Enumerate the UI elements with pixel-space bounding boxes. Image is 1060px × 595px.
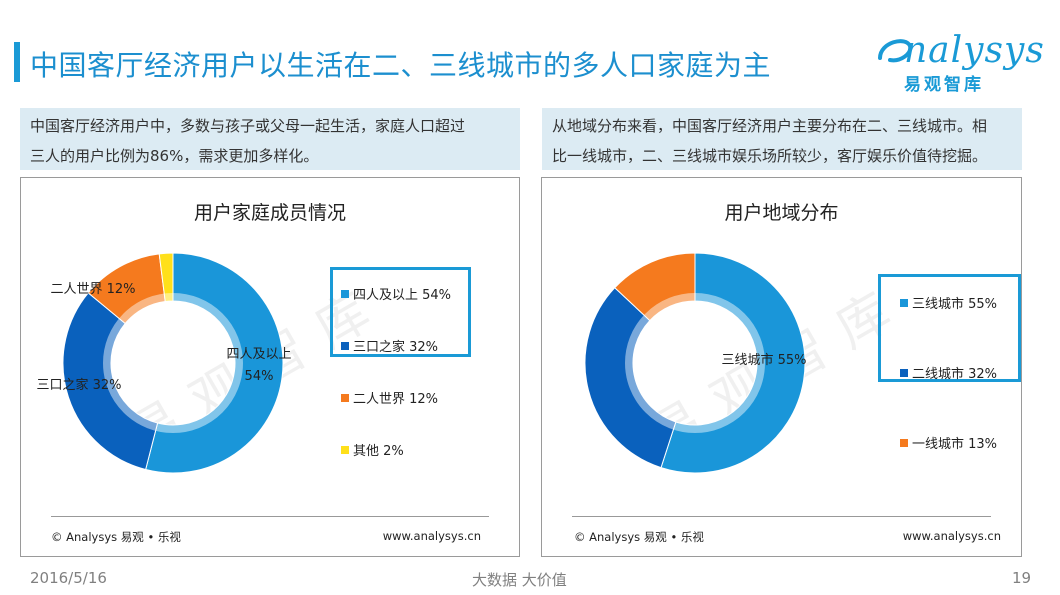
data-label-0: 四人及以上: [226, 347, 291, 362]
page-number: 19: [1012, 569, 1032, 587]
data-label-1: 三口之家 32%: [36, 377, 121, 393]
legend-item: 二人世界 12%: [341, 388, 438, 407]
analysys-logo: nalysys 易观智库: [876, 30, 1044, 95]
legend-item: 四人及以上 54%: [341, 284, 451, 303]
right-description: 从地域分布来看，中国客厅经济用户主要分布在二、三线城市。相 比一线城市，二、三线…: [542, 108, 1022, 170]
legend-item: 一线城市 13%: [900, 433, 997, 452]
family-donut-chart: 四人及以上 54% 三口之家 32% 二人世界 12%: [36, 252, 292, 474]
legend-label: 三线城市 55%: [912, 297, 998, 312]
source-credit: © Analysys 易观 • 乐视: [51, 530, 181, 544]
donut-inner-ring: [625, 293, 765, 433]
legend-swatch: [900, 438, 908, 447]
footer-date: 2016/5/16: [30, 569, 107, 587]
donut-slice-3: [158, 252, 174, 303]
legend-label: 二人世界 12%: [353, 392, 439, 407]
donut-slice-2: [614, 252, 696, 322]
donut-slice-1: [62, 292, 159, 471]
legend-swatch: [341, 289, 349, 298]
legend-swatch: [341, 393, 349, 402]
left-description-line-2: 三人的用户比例为86%，需求更加多样化。: [30, 147, 319, 165]
data-label-0: 三线城市 55%: [721, 352, 806, 368]
legend-item: 其他 2%: [341, 440, 404, 459]
footer-slogan: 大数据 大价值: [472, 571, 567, 589]
logo-wordmark: nalysys: [904, 30, 1045, 71]
title-accent-bar: [14, 42, 20, 82]
donut-slice-0: [660, 252, 806, 474]
region-donut-chart: 三线城市 55%: [584, 252, 807, 474]
legend-item: 三口之家 32%: [341, 336, 438, 355]
legend-swatch: [900, 368, 908, 377]
logo-subtitle: 易观智库: [904, 75, 984, 95]
legend-highlight-box: [878, 274, 1021, 382]
region-chart-panel: 易观智库 用户地域分布 三线城市 55% 三线城市 55%二线城市 32%一线城…: [541, 177, 1022, 557]
source-url: www.analysys.cn: [902, 529, 1001, 543]
data-label-0: 54%: [245, 369, 274, 384]
legend-swatch: [900, 298, 908, 307]
legend-label: 一线城市 13%: [912, 437, 998, 452]
legend-label: 二线城市 32%: [912, 367, 998, 382]
legend-swatch: [341, 341, 349, 350]
legend-item: 三线城市 55%: [900, 293, 997, 312]
source-url: www.analysys.cn: [382, 529, 481, 543]
left-description: 中国客厅经济用户中，多数与孩子或父母一起生活，家庭人口超过 三人的用户比例为86…: [20, 108, 520, 170]
donut-slice-0: [145, 252, 284, 474]
panel-divider: [51, 516, 489, 517]
right-description-line-2: 比一线城市，二、三线城市娱乐场所较少，客厅娱乐价值待挖掘。: [552, 147, 988, 165]
page-title: 中国客厅经济用户以生活在二、三线城市的多人口家庭为主: [30, 49, 772, 82]
legend-highlight-box: [330, 267, 471, 357]
chart-title: 用户地域分布: [724, 202, 839, 224]
legend-label: 其他 2%: [353, 444, 404, 459]
data-label-2: 二人世界 12%: [50, 282, 135, 297]
panel-divider: [572, 516, 991, 517]
logo-swoosh-icon: [878, 39, 913, 63]
legend-item: 二线城市 32%: [900, 363, 997, 382]
source-credit: © Analysys 易观 • 乐视: [574, 530, 704, 544]
chart-title: 用户家庭成员情况: [193, 202, 346, 224]
donut-inner-ring: [103, 293, 243, 433]
right-description-line-1: 从地域分布来看，中国客厅经济用户主要分布在二、三线城市。相: [552, 117, 988, 135]
donut-slice-1: [584, 286, 677, 469]
legend-swatch: [341, 445, 349, 454]
legend-label: 四人及以上 54%: [353, 288, 452, 303]
legend-label: 三口之家 32%: [353, 340, 439, 355]
left-description-line-1: 中国客厅经济用户中，多数与孩子或父母一起生活，家庭人口超过: [30, 117, 466, 135]
